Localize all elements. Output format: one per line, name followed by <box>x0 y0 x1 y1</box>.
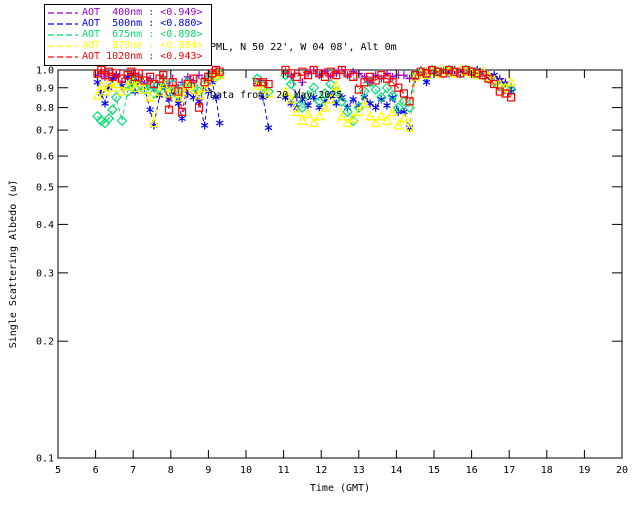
x-tick-label: 8 <box>168 465 174 476</box>
legend-item-400nm: AOT 400nm : <0.949> <box>48 7 208 18</box>
x-tick-label: 17 <box>503 465 515 476</box>
legend-line-sample <box>48 11 78 14</box>
y-tick-label: 0.2 <box>36 337 54 348</box>
legend-label: AOT 1020nm : <0.943> <box>82 51 203 62</box>
x-tick-label: 15 <box>428 465 440 476</box>
y-tick-label: 0.4 <box>36 220 54 231</box>
x-tick-label: 12 <box>315 465 327 476</box>
data-date: Data from: 20 May 2025 <box>210 90 343 101</box>
axis-ticks: 5 6 7 8 9 10 11 12 13 14 15 16 17 18 19 20 1.0 0.9 0.8 0.7 0… <box>36 66 628 477</box>
x-tick-label: 6 <box>93 465 99 476</box>
x-tick-label: 7 <box>130 465 136 476</box>
station-info: PML, N 50 22', W 04 08', Alt 0m <box>210 42 397 53</box>
x-tick-label: 5 <box>55 465 61 476</box>
legend-label: AOT 400nm : <0.949> <box>82 7 203 18</box>
legend-label: AOT 870nm : <0.884> <box>82 40 203 51</box>
legend-label: AOT 500nm : <0.880> <box>82 18 203 29</box>
x-tick-label: 10 <box>240 465 252 476</box>
legend-line-sample <box>48 55 78 58</box>
legend-label: AOT 675nm : <0.898> <box>82 29 203 40</box>
y-tick-label: 0.6 <box>36 152 54 163</box>
x-tick-label: 11 <box>278 465 290 476</box>
legend-item-675nm: AOT 675nm : <0.898> <box>48 29 208 40</box>
legend: AOT 400nm : <0.949> AOT 500nm : <0.880> AO… <box>44 4 212 66</box>
y-tick-label: 0.5 <box>36 182 54 193</box>
x-tick-label: 18 <box>541 465 553 476</box>
x-tick-label: 19 <box>578 465 590 476</box>
x-tick-label: 13 <box>353 465 365 476</box>
y-axis-label: Single Scattering Albedo (ω̃) <box>7 180 19 349</box>
y-tick-label: 0.3 <box>36 268 54 279</box>
legend-line-sample <box>48 33 78 36</box>
legend-line-sample <box>48 44 78 47</box>
y-tick-label: 1.0 <box>36 66 54 77</box>
y-tick-label: 0.7 <box>36 126 54 137</box>
y-tick-label: 0.9 <box>36 83 54 94</box>
square-marker <box>93 65 516 116</box>
legend-item-1020nm: AOT 1020nm : <0.943> <box>48 51 208 62</box>
x-tick-label: 20 <box>616 465 628 476</box>
x-tick-label: 14 <box>390 465 402 476</box>
y-tick-label: 0.8 <box>36 103 54 114</box>
legend-line-sample <box>48 22 78 25</box>
x-tick-label: 9 <box>205 465 211 476</box>
y-tick-label: 0.1 <box>36 454 54 465</box>
x-tick-label: 16 <box>466 465 478 476</box>
series-aot-1020nm <box>93 65 516 116</box>
legend-item-500nm: AOT 500nm : <0.880> <box>48 18 208 29</box>
legend-item-870nm: AOT 870nm : <0.884> <box>48 40 208 51</box>
plot-header: PML, N 50 22', W 04 08', Alt 0m Data fro… <box>210 8 397 136</box>
x-axis-label: Time (GMT) <box>310 483 370 494</box>
